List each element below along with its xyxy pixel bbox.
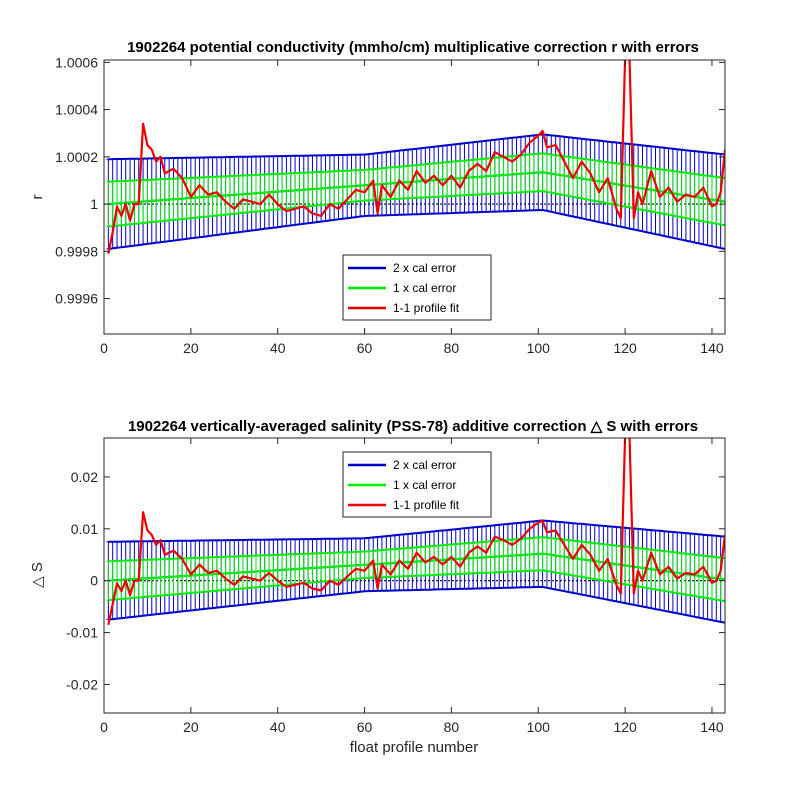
bottom-band-lower-1x (108, 569, 725, 603)
top-chart-title: 1902264 potential conductivity (mmho/cm)… (127, 39, 699, 56)
bottom-y-tick-label: 0.02 (71, 469, 98, 485)
bottom-legend-label-1x: 1 x cal error (393, 478, 456, 492)
top-y-tick-label: 1.0006 (55, 54, 98, 70)
top-legend-label-1x: 1 x cal error (393, 281, 456, 295)
top-x-axis: 0 20 40 60 80 100 120 140 (100, 60, 724, 356)
top-legend-label-fit: 1-1 profile fit (393, 301, 460, 315)
bottom-legend-label-fit: 1-1 profile fit (393, 498, 460, 512)
bottom-legend: 2 x cal error 1 x cal error 1-1 profile … (342, 451, 492, 518)
top-panel: 1902264 potential conductivity (mmho/cm)… (29, 39, 726, 356)
bottom-y-axis-label: △ S (29, 562, 46, 588)
bottom-y-tick-label: -0.01 (66, 625, 98, 641)
bottom-x-tick-label: 100 (527, 719, 551, 735)
top-x-tick-label: 40 (270, 340, 286, 356)
bottom-y-tick-label: -0.02 (66, 676, 98, 692)
bottom-axes-box (103, 437, 726, 714)
top-y-axis-label: r (29, 195, 46, 200)
bottom-x-tick-label: 60 (357, 719, 373, 735)
top-legend: 2 x cal error 1 x cal error 1-1 profile … (342, 254, 492, 321)
top-y-tick-label: 1.0002 (55, 149, 98, 165)
bottom-fit-line (107, 438, 725, 626)
top-y-tick-label: 0.9998 (55, 243, 98, 259)
top-band-lower-1x (108, 190, 725, 228)
bottom-y-tick-label: 0 (90, 573, 98, 589)
bottom-legend-label-2x: 2 x cal error (393, 458, 456, 472)
top-axes-box (103, 59, 726, 335)
top-x-tick-label: 0 (100, 340, 108, 356)
top-x-tick-label: 120 (613, 340, 637, 356)
bottom-x-tick-label: 80 (444, 719, 460, 735)
top-x-tick-label: 100 (527, 340, 551, 356)
top-y-tick-label: 0.9996 (55, 291, 98, 307)
bottom-x-tick-label: 140 (700, 719, 724, 735)
bottom-x-tick-label: 120 (613, 719, 637, 735)
top-legend-label-2x: 2 x cal error (393, 261, 456, 275)
bottom-plot-marks (104, 438, 725, 626)
bottom-x-tick-label: 0 (100, 719, 108, 735)
top-x-tick-label: 80 (444, 340, 460, 356)
bottom-series-group (104, 438, 725, 626)
top-fit-line (107, 60, 725, 254)
top-series-group (104, 60, 725, 254)
bottom-x-tick-label: 40 (270, 719, 286, 735)
top-x-tick-label: 20 (183, 340, 199, 356)
bottom-chart-title: 1902264 vertically-averaged salinity (PS… (128, 418, 698, 435)
top-y-tick-label: 1.0004 (55, 102, 98, 118)
top-y-axis: 0.9996 0.9998 1 1.0002 1.0004 1.0006 (55, 54, 725, 307)
top-band-lower-2x (108, 208, 725, 250)
bottom-y-axis: -0.02 -0.01 0 0.01 0.02 (66, 469, 725, 692)
top-plot-marks (104, 60, 725, 254)
top-x-tick-label: 140 (700, 340, 724, 356)
bottom-y-tick-label: 0.01 (71, 521, 98, 537)
top-y-tick-label: 1 (90, 196, 98, 212)
bottom-band-lower-2x (108, 585, 725, 624)
bottom-x-tick-label: 20 (183, 719, 199, 735)
bottom-x-axis: 0 20 40 60 80 100 120 140 (100, 438, 724, 735)
bottom-x-axis-label: float profile number (350, 739, 478, 756)
bottom-panel: 1902264 vertically-averaged salinity (PS… (29, 418, 726, 756)
top-x-tick-label: 60 (357, 340, 373, 356)
